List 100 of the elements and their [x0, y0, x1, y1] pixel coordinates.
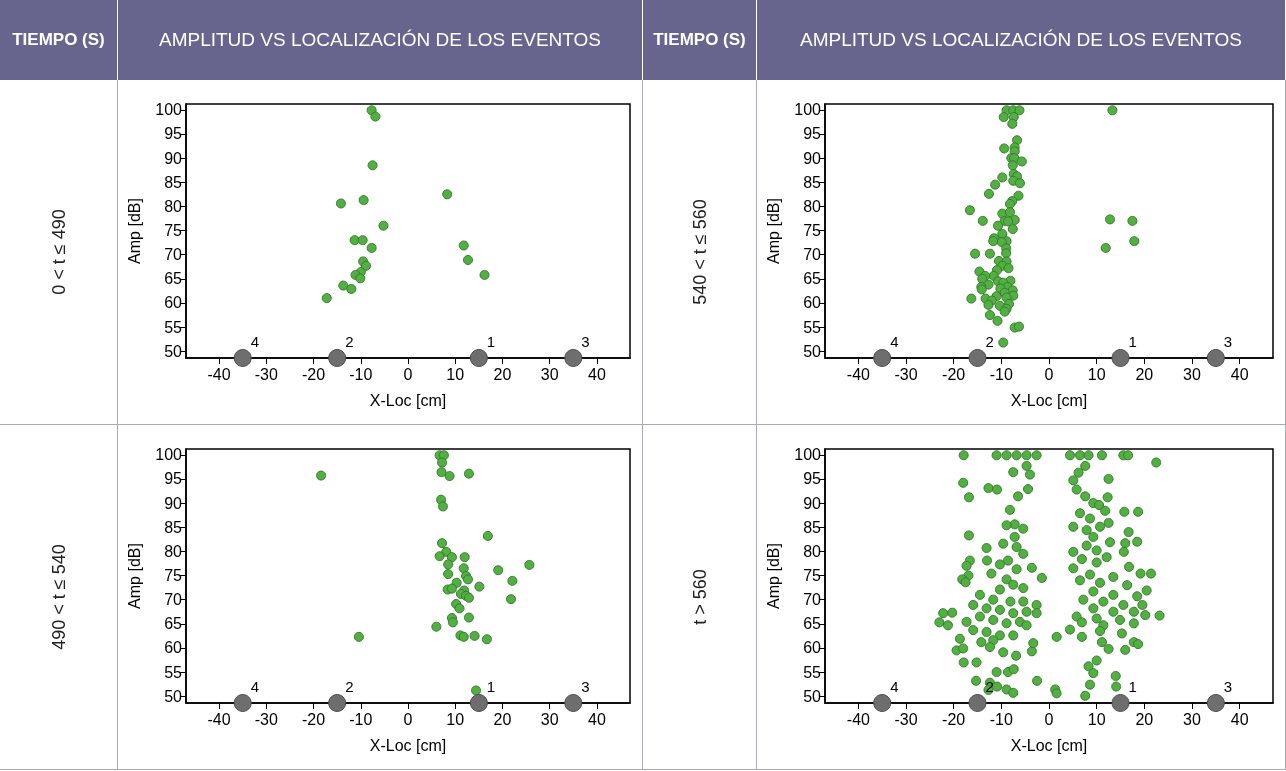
annotation: 1 [1128, 333, 1137, 350]
annotation: 2 [345, 678, 354, 695]
x-tick-label: 0 [1044, 710, 1054, 728]
annotation: 1 [486, 333, 496, 350]
x-tick-label: -10 [989, 710, 1013, 728]
x-axis-title: X-Loc [cm] [1010, 391, 1088, 409]
y-tick-label: 85 [803, 173, 822, 191]
text: 540 < t ≤ 560 [689, 199, 710, 305]
x-tick-label: 40 [588, 710, 606, 728]
y-tick-label: 95 [803, 125, 822, 143]
y-tick-label: 60 [164, 639, 183, 657]
y-tick-label: 85 [164, 518, 183, 536]
annotation: 3 [1223, 678, 1233, 695]
y-tick-label: 80 [164, 197, 183, 215]
text: TIEMPO (S) [0, 0, 118, 80]
y-tick-label: 65 [164, 615, 183, 633]
annotation: 3 [581, 333, 590, 350]
y-axis-title: Amp [dB] [764, 543, 782, 609]
x-tick-label: -30 [894, 365, 918, 383]
x-tick-label: 20 [1135, 710, 1154, 728]
x-tick-label: 10 [1087, 710, 1106, 728]
y-tick-label: 50 [164, 342, 183, 360]
y-tick-label: 80 [803, 197, 822, 215]
x-tick-label: 40 [588, 365, 606, 383]
y-tick-label: 60 [164, 294, 183, 312]
annotation: 3 [1223, 333, 1233, 350]
y-axis-title: Amp [dB] [125, 543, 143, 609]
y-tick-label: 95 [803, 470, 822, 488]
y-tick-label: 60 [803, 639, 822, 657]
text: TIEMPO (S) [643, 0, 757, 80]
x-tick-label: -20 [942, 365, 966, 383]
x-tick-label: -30 [894, 710, 918, 728]
x-axis-title: X-Loc [cm] [369, 736, 447, 754]
y-tick-label: 75 [164, 567, 183, 585]
x-tick-label: 0 [1044, 365, 1054, 383]
y-tick-label: 70 [803, 591, 822, 609]
x-tick-label: 40 [1230, 710, 1249, 728]
text: AMPLITUD VS LOCALIZACIÓN DE LOS EVENTOS [757, 0, 1286, 80]
x-tick-label: -40 [846, 710, 871, 728]
y-tick-label: 80 [164, 542, 183, 560]
text: t > 560 [689, 569, 710, 625]
y-tick-label: 55 [803, 663, 822, 681]
annotation: 3 [581, 678, 590, 695]
x-axis-title: X-Loc [cm] [369, 391, 447, 409]
y-tick-label: 70 [803, 246, 822, 264]
y-tick-label: 65 [803, 270, 822, 288]
annotation: 4 [250, 333, 260, 350]
x-tick-label: 10 [446, 365, 465, 383]
y-tick-label: 50 [164, 687, 183, 705]
x-tick-label: 30 [1183, 365, 1201, 383]
y-tick-label: 90 [803, 494, 822, 512]
y-tick-label: 95 [164, 125, 183, 143]
y-tick-label: 55 [803, 318, 822, 336]
annotation: 2 [985, 333, 994, 350]
x-tick-label: -20 [301, 365, 326, 383]
x-axis-title: X-Loc [cm] [1010, 736, 1088, 754]
annotation: 4 [890, 333, 899, 350]
x-tick-label: 30 [1183, 710, 1201, 728]
y-tick-label: 55 [164, 663, 183, 681]
y-tick-label: 50 [803, 687, 822, 705]
y-tick-label: 75 [164, 222, 183, 240]
annotation: 2 [345, 333, 354, 350]
annotation: 1 [486, 678, 496, 695]
y-tick-label: 100 [155, 446, 183, 464]
y-tick-label: 75 [803, 222, 822, 240]
y-tick-label: 85 [803, 518, 822, 536]
x-tick-label: 20 [493, 710, 512, 728]
y-tick-label: 70 [164, 246, 183, 264]
annotation: 4 [250, 678, 260, 695]
x-tick-label: -20 [301, 710, 326, 728]
x-tick-label: -40 [207, 710, 231, 728]
annotation: 2 [985, 678, 994, 695]
x-tick-label: -10 [349, 710, 373, 728]
y-tick-label: 90 [164, 149, 183, 167]
x-tick-label: 0 [403, 365, 413, 383]
y-tick-label: 60 [803, 294, 822, 312]
x-tick-label: 20 [493, 365, 512, 383]
y-tick-label: 50 [803, 342, 822, 360]
y-tick-label: 65 [164, 270, 183, 288]
y-tick-label: 75 [803, 567, 822, 585]
x-tick-label: -10 [989, 365, 1013, 383]
y-tick-label: 55 [164, 318, 183, 336]
x-tick-label: 0 [403, 710, 413, 728]
x-tick-label: -30 [254, 365, 278, 383]
x-tick-label: -10 [349, 365, 373, 383]
annotation: 1 [1128, 678, 1137, 695]
x-tick-label: 30 [540, 710, 559, 728]
x-tick-label: 10 [446, 710, 465, 728]
x-tick-label: 40 [1230, 365, 1249, 383]
y-tick-label: 90 [164, 494, 183, 512]
y-tick-label: 100 [155, 101, 183, 119]
y-axis-title: Amp [dB] [125, 198, 143, 264]
y-tick-label: 100 [794, 101, 822, 119]
x-tick-label: -40 [846, 365, 871, 383]
x-tick-label: 30 [540, 365, 559, 383]
y-tick-label: 95 [164, 470, 183, 488]
y-tick-label: 85 [164, 173, 183, 191]
y-axis-title: Amp [dB] [764, 198, 782, 264]
text: 0 < t ≤ 490 [48, 209, 69, 295]
y-tick-label: 90 [803, 149, 822, 167]
